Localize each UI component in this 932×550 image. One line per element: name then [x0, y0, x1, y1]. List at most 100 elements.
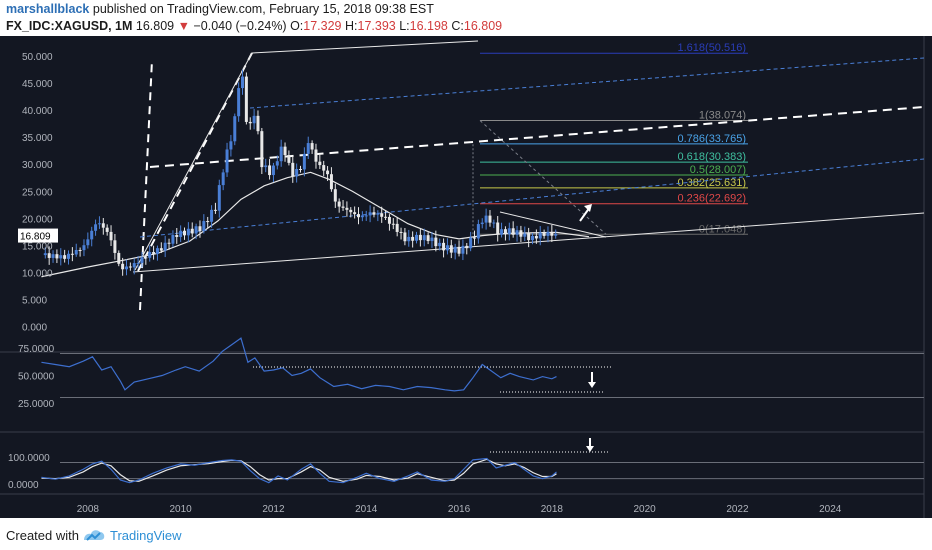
candle-body	[453, 246, 457, 253]
close-label: C:	[451, 19, 464, 33]
candle-body	[241, 76, 245, 89]
tradingview-brand[interactable]: TradingView	[110, 528, 182, 543]
candle-body	[372, 212, 376, 215]
candle-body	[480, 222, 484, 225]
candle-body	[395, 223, 399, 232]
up-arrow-head-icon	[584, 204, 592, 212]
candle-body	[43, 253, 47, 256]
x-tick-label: 2008	[77, 504, 100, 515]
candle-body	[264, 165, 268, 168]
publish-line: marshallblack published on TradingView.c…	[6, 2, 434, 16]
candle-body	[449, 245, 453, 253]
candle-body	[322, 165, 326, 171]
candle-body	[473, 237, 477, 239]
candle-body	[198, 226, 202, 232]
candle-body	[109, 231, 113, 241]
fib-level-label: 0.382(25.631)	[678, 177, 747, 189]
price-candles	[43, 69, 558, 276]
chart-area[interactable]: 1.618(50.516) 1(38.074) 0.786(33.765) 0.618…	[0, 36, 932, 518]
author-link[interactable]: marshallblack	[6, 2, 90, 16]
candle-body	[140, 257, 144, 263]
candle-body	[47, 253, 51, 258]
candle-body	[469, 237, 473, 249]
y-tick-label: 30.000	[22, 160, 53, 171]
candle-body	[155, 248, 159, 254]
candle-body	[349, 209, 353, 213]
low-label: L:	[399, 19, 410, 33]
candle-body	[426, 235, 430, 242]
candle-body	[523, 233, 527, 237]
rsi-tick-label: 75.0000	[18, 344, 55, 355]
candle-body	[225, 149, 229, 173]
x-tick-label: 2022	[726, 504, 749, 515]
candle-body	[507, 228, 511, 235]
candle-body	[101, 223, 105, 228]
stoch-tick-label: 100.0000	[8, 453, 50, 464]
candle-body	[538, 232, 542, 239]
candle-body	[302, 153, 306, 170]
candle-body	[306, 143, 310, 154]
candle-body	[248, 121, 252, 124]
candle-body	[422, 235, 426, 241]
trend-drawings[interactable]	[132, 40, 925, 453]
candle-body	[121, 263, 125, 270]
candle-body	[167, 242, 171, 244]
candle-body	[97, 223, 101, 225]
candle-body	[136, 262, 140, 264]
last-price-label: 16.809	[20, 232, 51, 243]
fib-level-label: 1.618(50.516)	[678, 42, 747, 54]
chart-header: marshallblack published on TradingView.c…	[0, 0, 932, 36]
candle-body	[206, 221, 210, 223]
candle-body	[94, 224, 98, 231]
candle-body	[152, 252, 156, 254]
candle-body	[299, 168, 303, 170]
candle-body	[476, 224, 480, 239]
down-arrow-icon: ▼	[177, 19, 190, 33]
candle-body	[310, 143, 314, 150]
resistance-line	[499, 211, 607, 238]
candle-body	[70, 253, 74, 255]
stoch-k-line	[41, 457, 557, 484]
x-tick-label: 2016	[448, 504, 471, 515]
candle-body	[403, 232, 407, 242]
candle-body	[183, 230, 187, 236]
candle-body	[527, 233, 531, 241]
candle-body	[500, 229, 504, 235]
candle-body	[82, 245, 86, 251]
candle-body	[268, 165, 272, 176]
candle-body	[210, 209, 214, 222]
candle-body	[217, 185, 221, 211]
candle-body	[430, 237, 434, 242]
candle-body	[387, 216, 391, 224]
candle-body	[318, 161, 322, 166]
candle-body	[179, 230, 183, 237]
footer: Created with TradingView	[0, 518, 932, 550]
candle-body	[113, 240, 117, 253]
candle-body	[190, 228, 194, 234]
candle-body	[364, 215, 368, 217]
candle-body	[531, 235, 535, 241]
y-tick-label: 40.000	[22, 106, 53, 117]
candle-body	[287, 155, 291, 163]
candle-body	[399, 231, 403, 233]
y-tick-label: 35.000	[22, 133, 53, 144]
y-tick-label: 0.000	[22, 323, 47, 334]
y-tick-label: 10.000	[22, 268, 53, 279]
fibonacci-retracement[interactable]: 1.618(50.516) 1(38.074) 0.786(33.765) 0.618…	[472, 42, 748, 235]
candle-body	[256, 115, 260, 132]
candle-body	[488, 215, 492, 223]
candle-body	[534, 235, 538, 239]
x-tick-label: 2018	[541, 504, 564, 515]
fib-level-label: 0.236(22.692)	[678, 193, 747, 205]
candle-body	[465, 245, 469, 249]
axes: 50.000 45.000 40.000 35.000 30.000 25.000 20.0…	[8, 52, 842, 515]
candle-body	[341, 206, 345, 208]
candle-body	[438, 242, 442, 247]
created-with-label: Created with	[6, 528, 79, 543]
x-tick-label: 2010	[170, 504, 193, 515]
candle-body	[51, 254, 55, 258]
ohlc-line: FX_IDC:XAGUSD, 1M 16.809 ▼ −0.040 (−0.24…	[6, 19, 502, 33]
tradingview-logo-icon[interactable]	[82, 526, 106, 544]
fib-level-label: 0.618(30.383)	[678, 151, 747, 163]
candle-body	[233, 116, 237, 142]
